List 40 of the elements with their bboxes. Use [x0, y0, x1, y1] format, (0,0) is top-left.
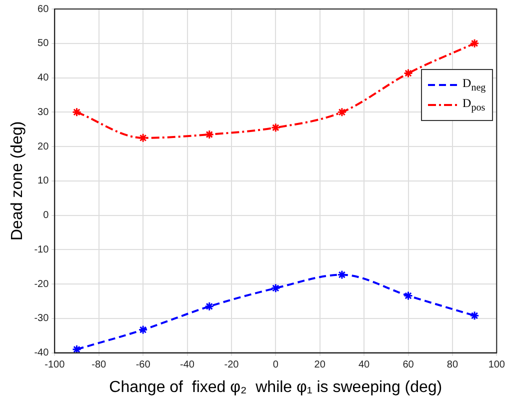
- x-tick-label: -80: [92, 360, 107, 371]
- point: [270, 283, 280, 293]
- y-tick-label: -10: [34, 244, 50, 256]
- y-tick-label: 0: [43, 210, 50, 222]
- y-axis-title: Dead zone (deg): [9, 121, 26, 240]
- y-tick-label: -40: [34, 348, 50, 359]
- point: [337, 270, 347, 280]
- y-tick-label: -30: [34, 313, 50, 324]
- y-tick-label: 20: [38, 141, 50, 152]
- legend-label: D$_{pos}$: [462, 96, 486, 114]
- x-tick-label: -60: [136, 360, 151, 371]
- point: [470, 310, 480, 320]
- x-tick-label: 100: [488, 360, 506, 371]
- x-tick-label: 60: [402, 360, 414, 371]
- point: [470, 38, 480, 48]
- point: [72, 107, 82, 117]
- y-tick-label: 10: [38, 176, 50, 187]
- x-tick-label: -20: [224, 360, 240, 371]
- point: [138, 325, 148, 335]
- point: [72, 344, 82, 353]
- point: [404, 290, 414, 300]
- x-tick-label: -100: [44, 360, 66, 371]
- x-tick-label: 20: [314, 360, 326, 371]
- x-tick-label: 0: [272, 360, 279, 371]
- point: [204, 302, 214, 312]
- x-tick-label: 80: [446, 360, 458, 371]
- y-tick-label: 60: [38, 4, 50, 15]
- x-tick-label: 40: [358, 360, 370, 371]
- point: [270, 122, 280, 132]
- point: [204, 130, 214, 140]
- point: [138, 133, 148, 143]
- x-axis-title: Change of fixed φ₂ while φ₁ is sweeping (deg): [109, 378, 442, 396]
- y-tick-label: 30: [38, 106, 50, 118]
- y-tick-label: -20: [34, 278, 50, 290]
- y-tick-label: 40: [38, 72, 50, 84]
- x-tick-label: -40: [180, 360, 195, 371]
- point: [404, 68, 414, 78]
- y-tick-label: 50: [38, 38, 50, 50]
- point: [337, 107, 347, 117]
- legend-label: D$_{neg}$: [462, 76, 486, 94]
